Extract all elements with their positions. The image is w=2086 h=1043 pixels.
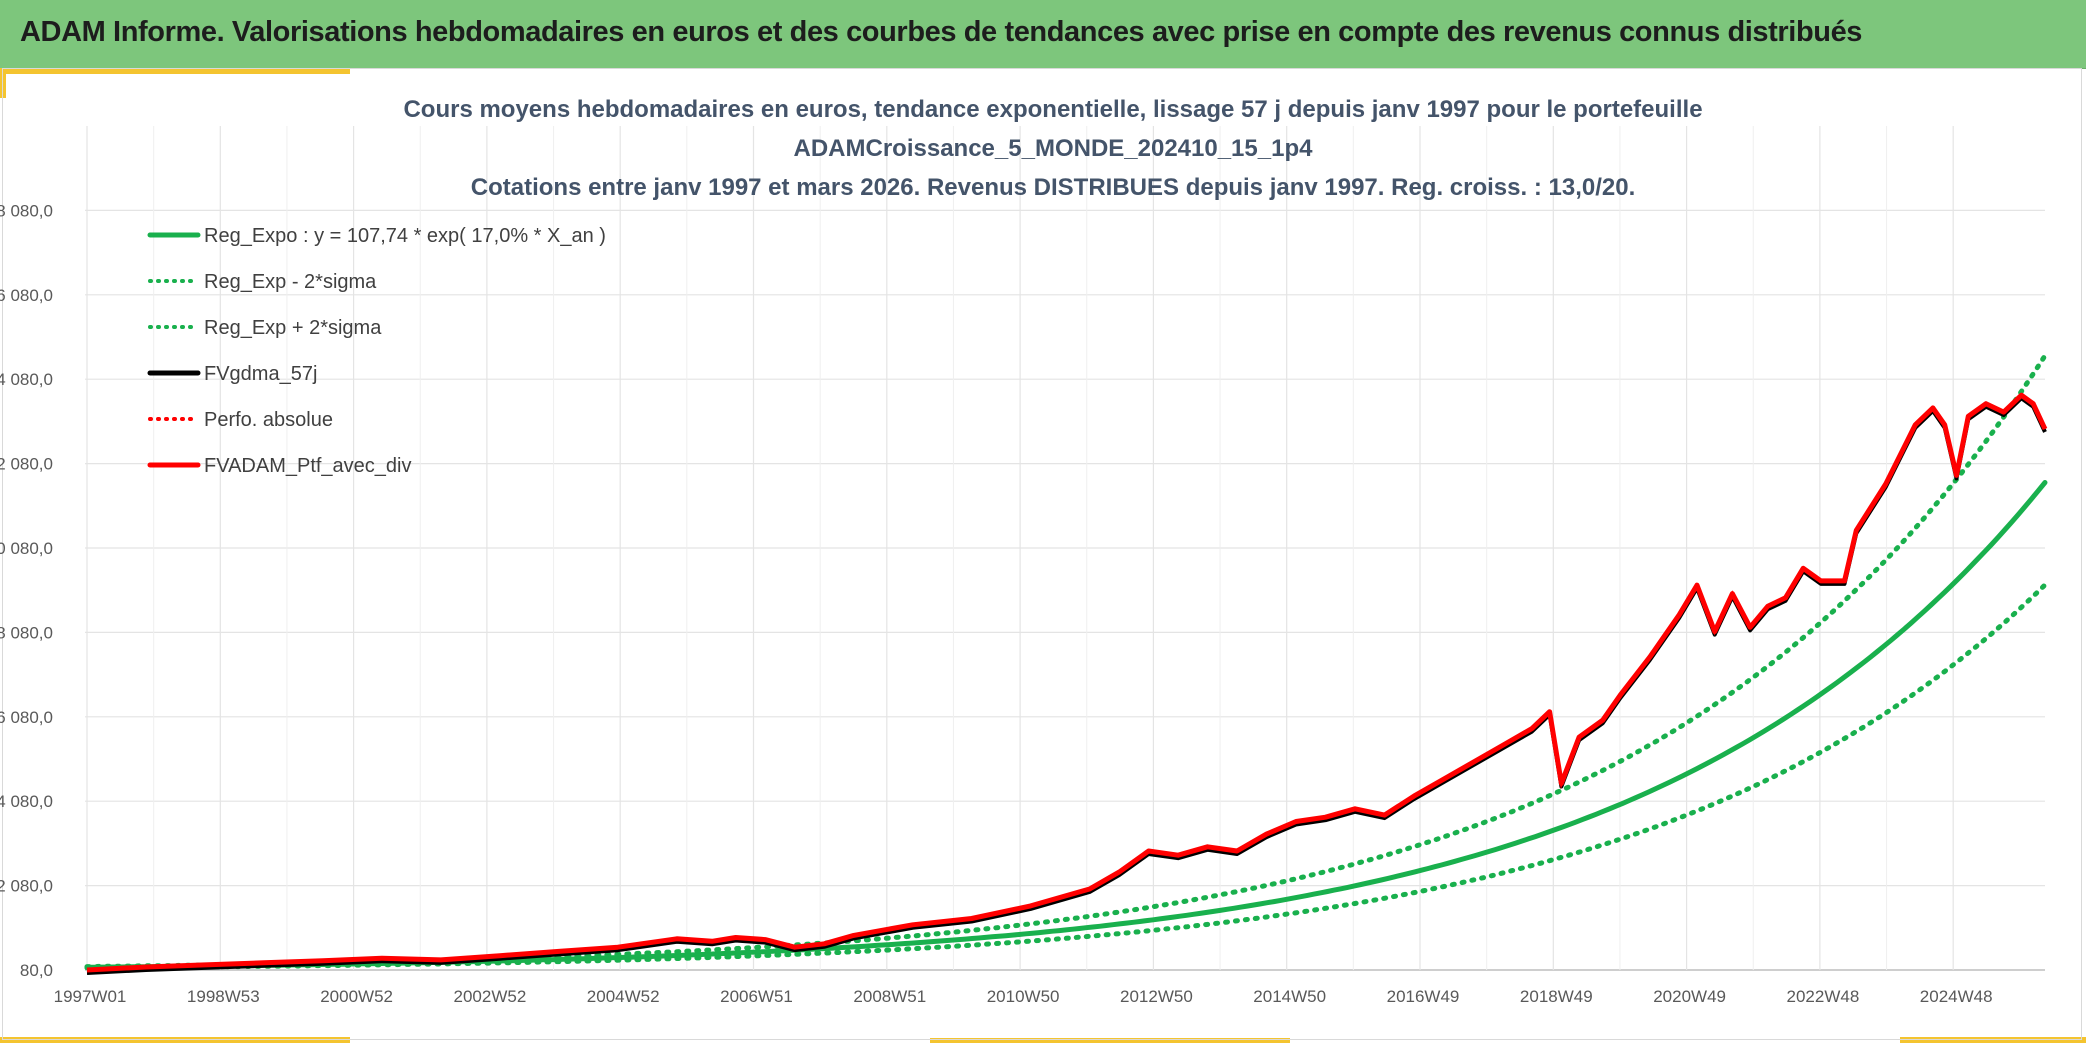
x-tick-label: 2008W51 xyxy=(853,987,926,1006)
x-tick-label: 1997W01 xyxy=(54,987,127,1006)
y-axis: 80,0 2 080,0 4 080,0 6 080,0 8 080,0 10 080,0… xyxy=(0,201,53,980)
x-tick-label: 2020W49 xyxy=(1653,987,1726,1006)
legend-label: Reg_Exp + 2*sigma xyxy=(204,317,382,339)
accent-bar-bottom-left xyxy=(0,1037,350,1043)
chart-title-line: ADAMCroissance_5_MONDE_202410_15_1p4 xyxy=(794,135,1314,162)
x-tick-label: 2004W52 xyxy=(587,987,660,1006)
legend-label: Perfo. absolue xyxy=(204,409,333,431)
y-tick-label: 8 080,0 xyxy=(0,623,53,642)
x-tick-label: 2002W52 xyxy=(454,987,527,1006)
series-fvadam-ptf-avec-div xyxy=(86,392,2048,973)
chart-title: Cours moyens hebdomadaires en euros, ten… xyxy=(403,96,1702,201)
x-tick-label: 2018W49 xyxy=(1520,987,1593,1006)
x-tick-label: 2014W50 xyxy=(1253,987,1326,1006)
accent-bar-left xyxy=(0,68,6,98)
y-tick-label: 6 080,0 xyxy=(0,708,53,727)
series-reg-exp-2-sigma xyxy=(84,353,2048,970)
series-reg-exp-2-sigma xyxy=(84,582,2048,971)
y-tick-label: 12 080,0 xyxy=(0,455,53,474)
y-tick-label: 4 080,0 xyxy=(0,792,53,811)
chart-title-line: Cotations entre janv 1997 et mars 2026. … xyxy=(471,174,1636,201)
x-tick-label: 2012W50 xyxy=(1120,987,1193,1006)
legend-label: FVADAM_Ptf_avec_div xyxy=(204,455,412,477)
accent-bar-top-left xyxy=(0,68,350,74)
y-tick-label: 14 080,0 xyxy=(0,370,53,389)
grid xyxy=(85,126,2045,971)
x-axis: 1997W01 1998W53 2000W52 2002W52 2004W52 2006W… xyxy=(54,987,1993,1006)
series-layer xyxy=(84,353,2048,975)
chart-frame xyxy=(2,68,2082,1040)
x-tick-label: 2010W50 xyxy=(987,987,1060,1006)
page-title: ADAM Informe. Valorisations hebdomadaire… xyxy=(20,16,1863,48)
y-tick-label: 2 080,0 xyxy=(0,877,53,896)
x-tick-label: 2022W48 xyxy=(1787,987,1860,1006)
header-banner: ADAM Informe. Valorisations hebdomadaire… xyxy=(0,0,2086,69)
accent-bar-bottom-mid xyxy=(930,1038,1290,1043)
x-tick-label: 2016W49 xyxy=(1387,987,1460,1006)
y-tick-label: 80,0 xyxy=(20,961,53,980)
chart-title-line: Cours moyens hebdomadaires en euros, ten… xyxy=(403,96,1702,123)
series-fvgdma-57j xyxy=(86,396,2047,975)
series-perfo-absolue xyxy=(86,393,2047,972)
x-tick-label: 2024W48 xyxy=(1920,987,1993,1006)
legend-label: Reg_Exp - 2*sigma xyxy=(204,271,377,293)
legend-label: Reg_Expo : y = 107,74 * exp( 17,0% * X_a… xyxy=(204,225,606,247)
legend-label: FVgdma_57j xyxy=(204,363,317,385)
y-tick-label: 18 080,0 xyxy=(0,201,53,220)
legend: Reg_Expo : y = 107,74 * exp( 17,0% * X_a… xyxy=(147,225,606,477)
x-tick-label: 1998W53 xyxy=(187,987,260,1006)
x-tick-label: 2000W52 xyxy=(320,987,393,1006)
x-tick-label: 2006W51 xyxy=(720,987,793,1006)
accent-bar-bottom-right xyxy=(1900,1037,2086,1043)
y-tick-label: 16 080,0 xyxy=(0,286,53,305)
y-tick-label: 10 080,0 xyxy=(0,539,53,558)
